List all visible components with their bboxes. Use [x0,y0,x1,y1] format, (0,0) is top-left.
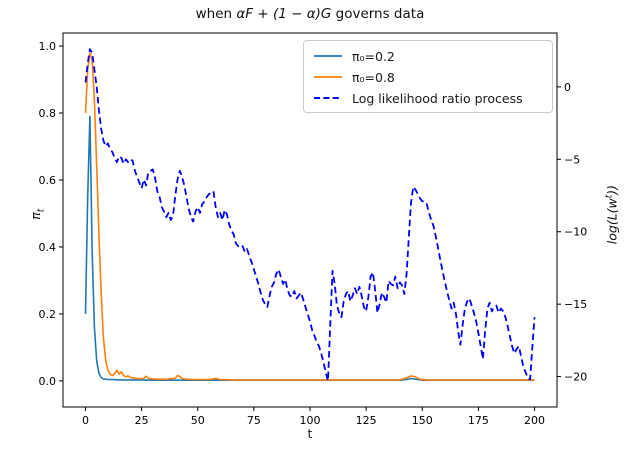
x-tick-label: 200 [524,414,545,427]
y-tick-label-left: 0.6 [39,174,57,187]
x-tick-label: 50 [191,414,205,427]
y-tick-label-left: 1.0 [39,40,57,53]
chart-title-math: αF + (1 − α)G [236,6,332,22]
series-line-1 [84,51,535,381]
x-tick-label: 100 [300,414,321,427]
legend-label-llr: π₀=0.8 [352,69,395,85]
legend: π₀=0.2 π₀=0.8 Log likelihood ratio proce… [303,40,553,113]
y-axis-right-pre: log(L(w [604,198,620,245]
legend-row-pi08: π₀=0.8 [313,69,542,85]
series-line-0 [84,115,535,382]
y-axis-label-right: log(L(wt)) [604,152,619,278]
y-tick-label-right: −20 [564,371,587,384]
chart-title-pre: when [195,6,237,22]
legend-label-llr: Log likelihood ratio process [352,90,523,106]
y-tick-label-right: −10 [564,226,587,239]
x-tick-label: 75 [247,414,261,427]
series-line-2 [84,48,536,382]
y-tick-label-right: −15 [564,298,587,311]
legend-line-sample-pi08 [314,76,342,78]
y-tick-label-left: 0.4 [39,241,57,254]
x-axis-label: t [307,426,313,441]
legend-label-pi02: π₀=0.2 [352,48,395,64]
legend-row-llr: Log likelihood ratio process [313,90,542,106]
legend-line-sample-pi02 [314,55,342,57]
x-tick-label: 175 [468,414,489,427]
x-tick-label: 125 [356,414,377,427]
y-tick-label-left: 0.2 [39,308,57,321]
x-tick-label: 0 [82,414,89,427]
y-axis-left-symbol: π [27,212,43,220]
y-tick-label-left: 0.8 [39,107,57,120]
chart-title-post: governs data [331,6,425,22]
y-tick-label-right: 0 [564,81,571,94]
chart-title: when αF + (1 − α)G governs data [63,6,557,22]
y-axis-left-subscript: t [36,208,47,213]
legend-row-pi02: π₀=0.2 [313,48,542,64]
x-tick-label: 150 [412,414,433,427]
y-tick-label-left: 0.0 [39,375,57,388]
x-tick-label: 25 [135,414,149,427]
y-axis-right-superscript: t [604,194,615,199]
y-tick-label-right: −5 [564,153,580,166]
y-axis-right-post: )) [604,184,620,195]
legend-line-sample-llr [314,97,342,99]
y-axis-label-left: πt [28,154,47,274]
